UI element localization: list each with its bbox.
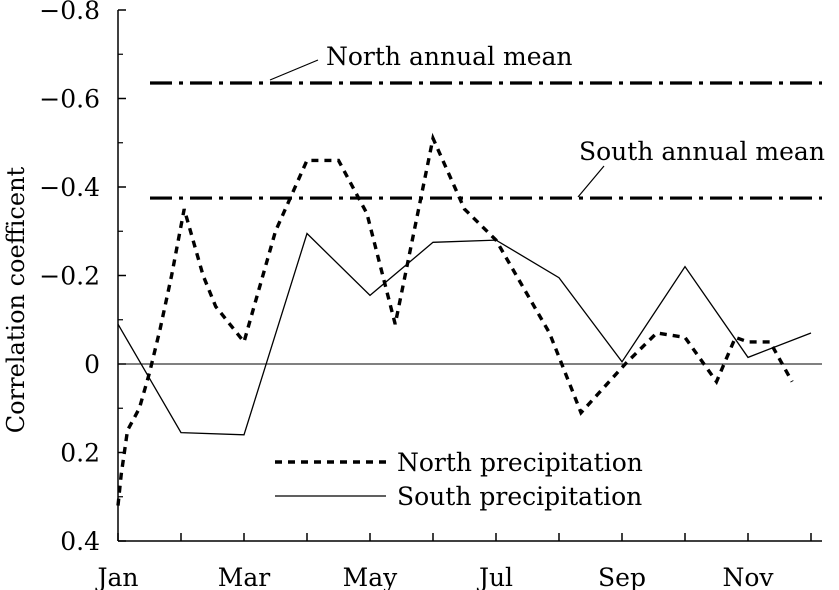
annotation-leader (577, 165, 605, 198)
legend-label: South precipitation (397, 482, 642, 511)
y-tick-label: −0.6 (39, 85, 100, 114)
series-line (116, 132, 794, 506)
reference-line-label: South annual mean (579, 137, 825, 166)
x-axis-ticks: Jan Mar May Jul Sep Nov (94, 533, 812, 590)
x-tick-label: Jan (94, 563, 138, 590)
y-tick-label: 0.2 (60, 439, 100, 468)
reference-lines: North annual mean South annual mean (150, 42, 825, 200)
annotation-leader (269, 59, 319, 81)
x-tick-label: Nov (722, 563, 774, 590)
y-tick-label: −0.2 (39, 262, 100, 291)
y-tick-label: −0.4 (39, 173, 100, 202)
x-tick-label: Mar (218, 563, 271, 590)
reference-line-label: North annual mean (326, 42, 573, 71)
x-tick-label: May (343, 563, 399, 590)
x-tick-label: Jul (476, 563, 513, 590)
y-tick-label: −0.8 (39, 0, 100, 25)
legend-label: North precipitation (397, 448, 643, 477)
y-tick-label: 0 (84, 350, 100, 379)
x-tick-label: Sep (598, 563, 646, 590)
legend: North precipitation South precipitation (275, 448, 643, 511)
series-lines (116, 132, 812, 506)
y-tick-label: 0.4 (60, 527, 100, 556)
series-line (117, 232, 812, 436)
y-axis-title: Correlation coefficent (2, 166, 30, 433)
y-axis-ticks: −0.8 −0.6 −0.4 −0.2 0 0.2 0.4 (39, 0, 126, 556)
